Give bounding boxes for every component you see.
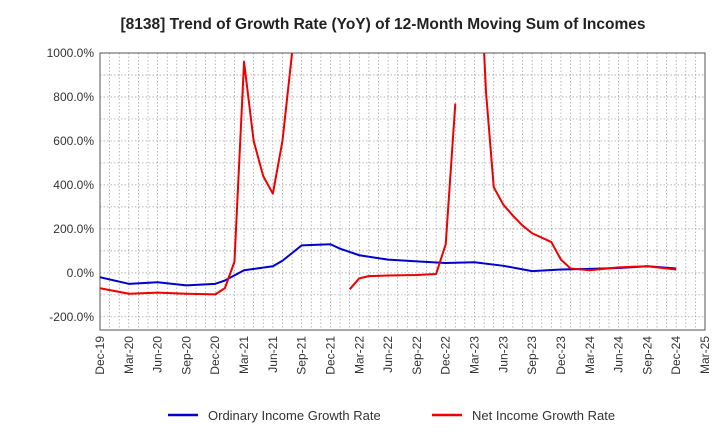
legend-label-ordinary-income: Ordinary Income Growth Rate xyxy=(208,408,381,423)
x-tick-label: Mar-20 xyxy=(122,336,136,374)
x-tick-label: Jun-21 xyxy=(266,336,280,373)
x-tick-label: Mar-22 xyxy=(352,336,366,374)
legend: Ordinary Income Growth Rate Net Income G… xyxy=(168,408,615,423)
x-tick-label: Dec-20 xyxy=(208,336,222,375)
x-tick-label: Mar-25 xyxy=(698,336,712,374)
x-tick-label: Sep-24 xyxy=(640,336,654,375)
x-tick-label: Mar-21 xyxy=(237,336,251,374)
x-tick-label: Dec-23 xyxy=(554,336,568,375)
x-tick-label: Sep-23 xyxy=(525,336,539,375)
net-income-line-segment-3 xyxy=(483,53,677,272)
series-layer xyxy=(100,53,677,296)
y-tick-label: 200.0% xyxy=(53,222,94,236)
axis-labels: 1000.0% 800.0% 600.0% 400.0% 200.0% 0.0% -200.… xyxy=(47,46,712,375)
x-tick-label: Jun-22 xyxy=(381,336,395,373)
x-tick-label: Mar-24 xyxy=(583,336,597,374)
ordinary-income-line xyxy=(100,243,677,287)
x-tick-label: Jun-24 xyxy=(612,336,626,373)
plot-frame xyxy=(99,52,706,331)
x-tick-label: Dec-24 xyxy=(669,336,683,375)
x-tick-label: Jun-23 xyxy=(496,336,510,373)
grid xyxy=(100,53,705,330)
y-tick-label: 800.0% xyxy=(53,90,94,104)
y-tick-label: 0.0% xyxy=(67,266,95,280)
x-tick-label: Sep-20 xyxy=(179,336,193,375)
y-tick-label: 400.0% xyxy=(53,178,94,192)
y-tick-label: 1000.0% xyxy=(47,46,95,60)
x-tick-label: Mar-23 xyxy=(468,336,482,374)
net-income-line-segment-1 xyxy=(100,53,294,296)
x-tick-label: Jun-20 xyxy=(151,336,165,373)
chart-title: [8138] Trend of Growth Rate (YoY) of 12-… xyxy=(120,16,645,33)
x-tick-label: Sep-22 xyxy=(410,336,424,375)
y-tick-label: 600.0% xyxy=(53,134,94,148)
legend-label-net-income: Net Income Growth Rate xyxy=(472,408,615,423)
x-tick-label: Dec-19 xyxy=(93,336,107,375)
y-tick-label: -200.0% xyxy=(49,310,94,324)
x-tick-label: Dec-21 xyxy=(323,336,337,375)
x-tick-label: Sep-21 xyxy=(295,336,309,375)
net-income-line-segment-2 xyxy=(348,103,457,290)
x-tick-label: Dec-22 xyxy=(439,336,453,375)
